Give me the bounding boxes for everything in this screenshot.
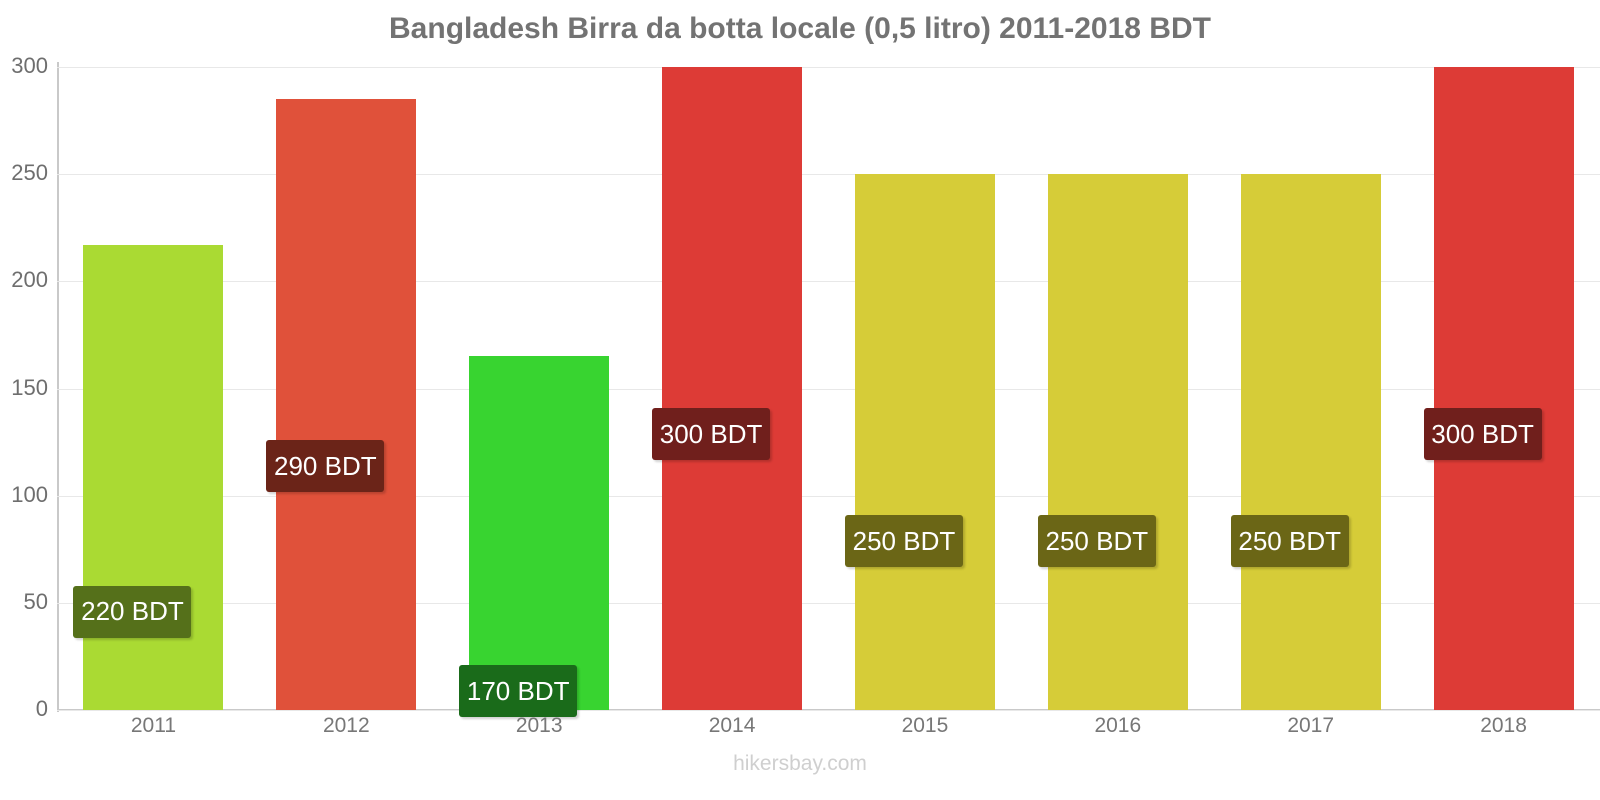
bar[interactable] [662,67,803,710]
bar[interactable] [276,99,417,710]
footer-credit: hikersbay.com [733,752,867,775]
bar-value-label: 220 BDT [73,585,192,638]
gridline [57,281,1600,282]
bar-value-label: 250 BDT [844,515,963,568]
x-axis-tick-label: 2016 [1094,714,1142,737]
gridline [57,603,1600,604]
y-axis-line [57,62,59,712]
bar[interactable] [83,244,224,710]
y-axis-tick-label: 100 [11,482,48,507]
chart-title: Bangladesh Birra da botta locale (0,5 li… [389,12,1211,45]
y-axis-tick-label: 0 [35,696,48,721]
x-axis-tick-label: 2015 [901,714,949,737]
bar-value-label: 290 BDT [266,440,385,493]
bar[interactable] [854,174,995,710]
x-axis-tick-label: 2012 [322,714,370,737]
x-axis-tick-label: 2018 [1480,714,1527,737]
bar-value-label: 250 BDT [1037,515,1156,568]
y-axis-tick-label: 50 [23,589,48,614]
x-axis-tick-label: 2011 [130,714,177,737]
x-axis-tick-label: 2017 [1287,714,1335,737]
bar[interactable] [1240,174,1381,710]
gridline [57,496,1600,497]
bar[interactable] [469,356,610,710]
y-axis-tick-label: 300 [11,53,48,78]
y-axis-tick-label: 200 [11,267,48,292]
gridline [57,389,1600,390]
bar-value-label: 300 BDT [1423,408,1542,461]
bar[interactable] [1433,67,1574,710]
gridline [57,710,1600,711]
bar-value-label: 300 BDT [652,408,771,461]
x-axis-tick-label: 2013 [515,714,563,737]
bar-value-label: 250 BDT [1230,515,1349,568]
x-axis-tick-label: 2014 [708,714,756,737]
plot-area: 220 BDT 290 BDT 170 BDT 300 BDT 250 BDT 250 B… [57,67,1600,718]
bar[interactable] [1047,174,1188,710]
bar-value-label: 170 BDT [459,665,578,718]
gridline [57,174,1600,175]
y-axis-tick-label: 250 [11,160,48,185]
gridline [57,67,1600,68]
y-axis-tick-label: 150 [11,375,48,400]
